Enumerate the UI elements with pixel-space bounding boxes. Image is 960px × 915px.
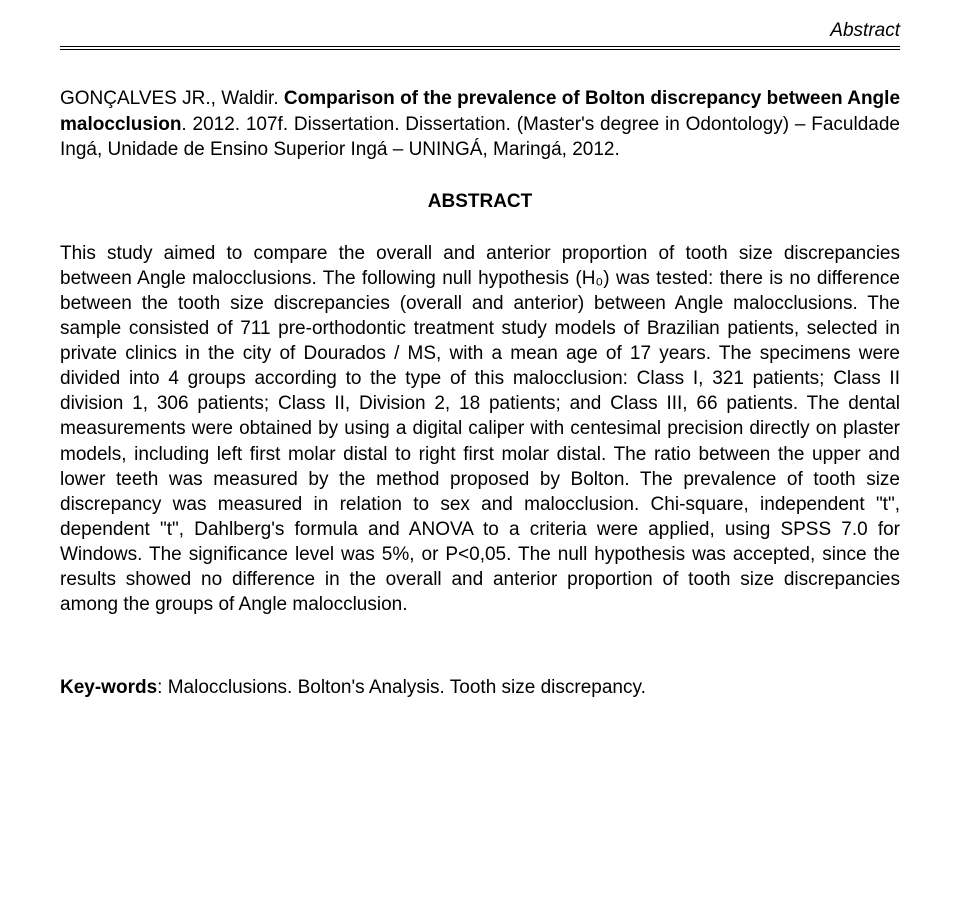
citation-author: GONÇALVES JR., Waldir. <box>60 88 284 109</box>
keywords-values: : Malocclusions. Bolton's Analysis. Toot… <box>157 677 646 698</box>
page-header-label: Abstract <box>60 20 900 42</box>
abstract-body: This study aimed to compare the overall … <box>60 241 900 617</box>
citation-block: GONÇALVES JR., Waldir. Comparison of the… <box>60 86 900 163</box>
keywords-line: Key-words: Malocclusions. Bolton's Analy… <box>60 677 900 699</box>
keywords-label: Key-words <box>60 677 157 698</box>
citation-rest: . 2012. 107f. Dissertation. Dissertation… <box>60 114 900 161</box>
header-divider <box>60 46 900 50</box>
section-title: ABSTRACT <box>60 191 900 213</box>
